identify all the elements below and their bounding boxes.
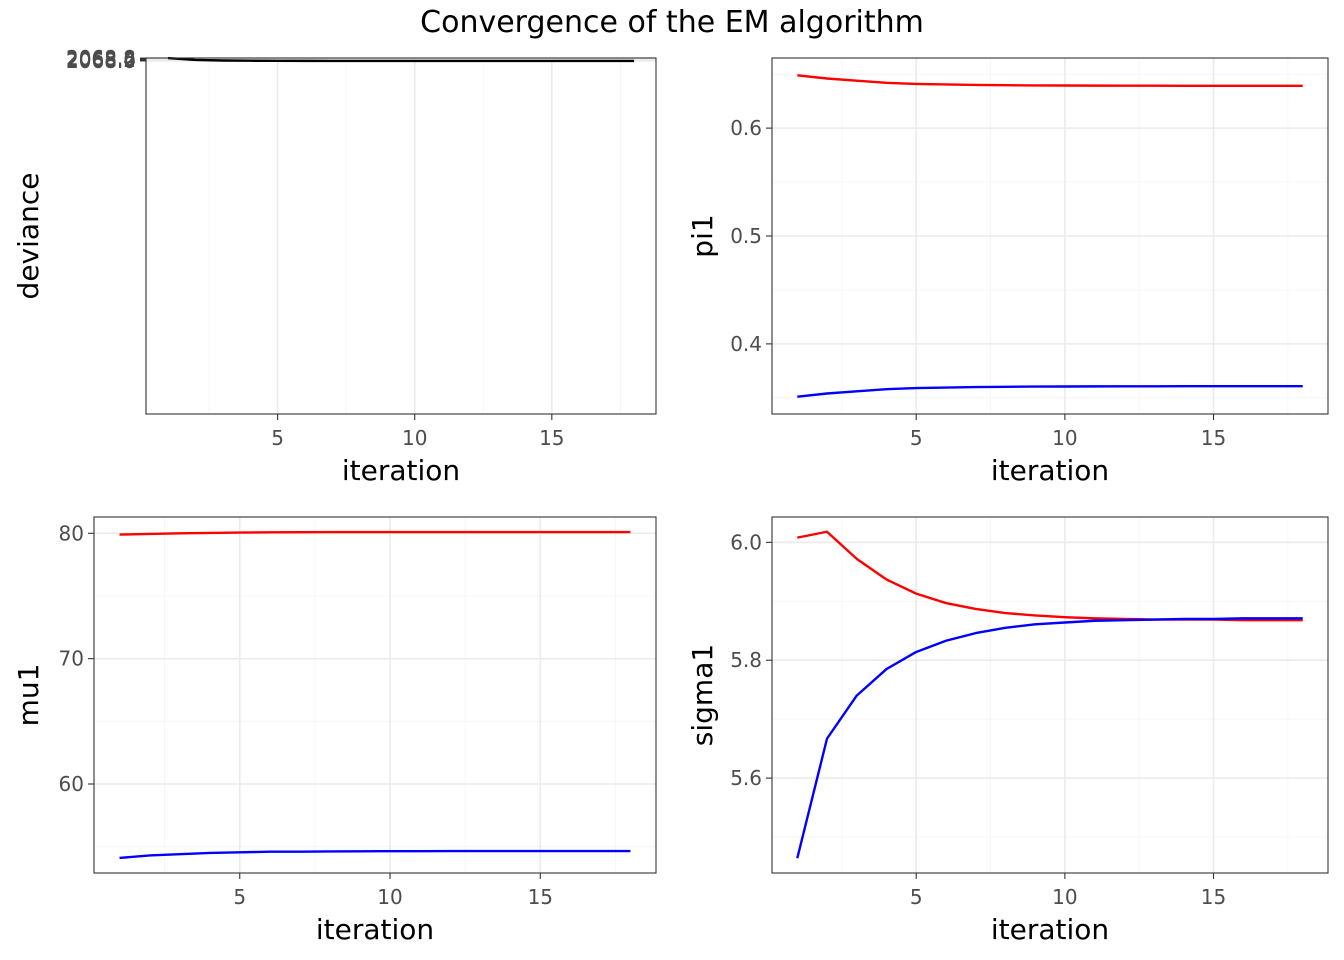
y-axis-title: mu1	[12, 664, 45, 727]
x-tick-label: 10	[402, 426, 427, 450]
y-tick-label: 6.0	[730, 530, 762, 554]
panel-border	[145, 57, 657, 415]
y-tick-label: 70	[59, 647, 84, 671]
panel-mu1: 5 10 15 60 70 80 iteration mu1	[12, 516, 657, 946]
x-tick-label: 10	[377, 885, 402, 909]
x-tick-label: 10	[1052, 885, 1077, 909]
figure-title: Convergence of the EM algorithm	[420, 5, 924, 40]
series-line-1	[167, 56, 635, 63]
y-tick-label: 2068.4	[66, 48, 136, 72]
y-tick-label: 2068.8	[66, 46, 136, 70]
panel-sigma1: 5 10 15 5.6 5.8 6.0 iteration sigma1	[686, 516, 1329, 946]
y-tick-label: 2068.2	[66, 48, 136, 72]
panel-border	[93, 516, 657, 874]
x-tick-label: 5	[910, 885, 923, 909]
y-axis-title: pi1	[686, 214, 719, 257]
x-tick-label: 5	[910, 426, 923, 450]
y-tick-label: 0.5	[730, 224, 762, 248]
x-tick-label: 5	[233, 885, 246, 909]
x-tick-label: 15	[1201, 885, 1226, 909]
series-line-2	[796, 617, 1303, 859]
y-tick-label: 0.6	[730, 116, 762, 140]
x-tick-label: 15	[1201, 426, 1226, 450]
x-axis-title: iteration	[342, 454, 460, 487]
y-axis-title: deviance	[12, 173, 45, 300]
y-tick-label: 2068.6	[66, 47, 136, 71]
y-tick-label: 60	[59, 772, 84, 796]
x-axis-title: iteration	[991, 913, 1109, 946]
y-tick-label: 80	[59, 521, 84, 545]
x-axis-title: iteration	[316, 913, 434, 946]
series-line-1	[797, 530, 1303, 622]
y-tick-label: 0.4	[730, 332, 762, 356]
series-line-2	[797, 384, 1303, 398]
panel-border	[771, 516, 1329, 874]
y-tick-label: 2068.0	[66, 49, 136, 73]
y-axis-title: sigma1	[686, 644, 719, 746]
y-tick-label: 5.6	[730, 766, 762, 790]
x-tick-label: 10	[1052, 426, 1077, 450]
x-axis-title: iteration	[991, 454, 1109, 487]
series-line-1	[119, 530, 631, 536]
x-tick-label: 15	[528, 885, 553, 909]
y-tick-label: 5.8	[730, 648, 762, 672]
x-tick-label: 5	[271, 426, 284, 450]
series-line-1	[797, 74, 1303, 88]
panel-pi1: 5 10 15 0.4 0.5 0.6 iteration pi1	[686, 57, 1329, 487]
x-tick-label: 15	[539, 426, 564, 450]
series-line-2	[119, 849, 631, 860]
